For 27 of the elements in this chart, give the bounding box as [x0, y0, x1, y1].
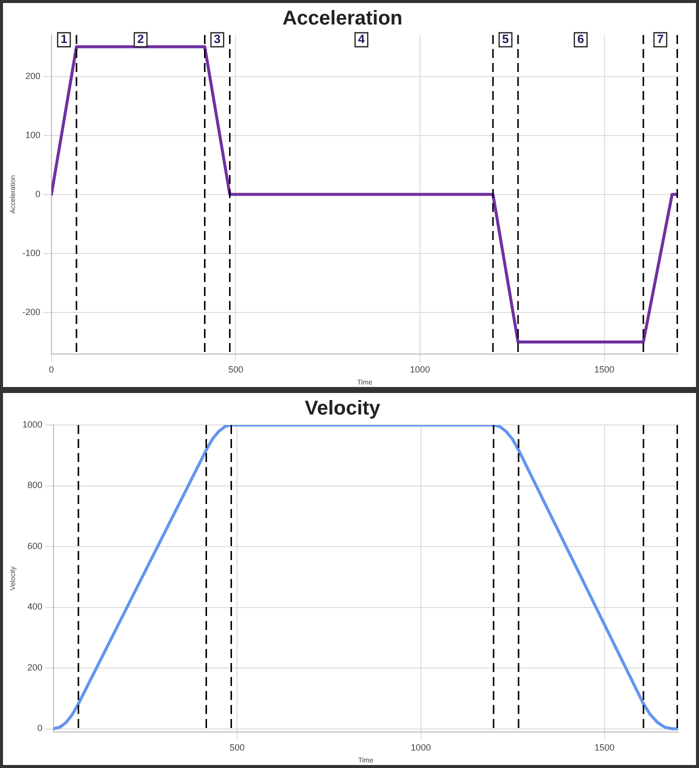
y-tick-label: -100 [22, 248, 40, 258]
y-tick-label: 600 [27, 540, 42, 551]
annotation: 4 [358, 32, 366, 46]
y-tick-label: 200 [25, 70, 40, 81]
y-tick-label: 800 [27, 480, 42, 490]
y-tick-label: 100 [25, 130, 40, 140]
x-tick-label: 1000 [410, 364, 430, 375]
annotation: 6 [577, 32, 584, 46]
annotation: 7 [656, 32, 664, 46]
x-tick-label: 500 [230, 742, 245, 753]
x-tick-label: 500 [228, 364, 244, 375]
chart-title: Velocity [304, 398, 382, 420]
annotation: 2 [137, 32, 144, 46]
y-tick-label: -200 [22, 306, 40, 317]
y-tick-label: 200 [27, 662, 42, 672]
annotation: 3 [214, 32, 221, 46]
x-tick-label: 1000 [410, 742, 431, 753]
chart-title: Acceleration [282, 8, 403, 30]
y-tick-label: 0 [37, 723, 42, 734]
y-tick-label: 1000 [22, 419, 42, 430]
y-tick-label: 400 [27, 602, 42, 612]
annotation: 1 [60, 32, 68, 46]
x-tick-label: 1500 [594, 742, 615, 753]
x-tick-label: 0 [48, 364, 54, 375]
x-tick-label: 1500 [594, 364, 614, 375]
y-tick-label: 0 [35, 188, 40, 199]
annotation: 5 [502, 32, 510, 46]
